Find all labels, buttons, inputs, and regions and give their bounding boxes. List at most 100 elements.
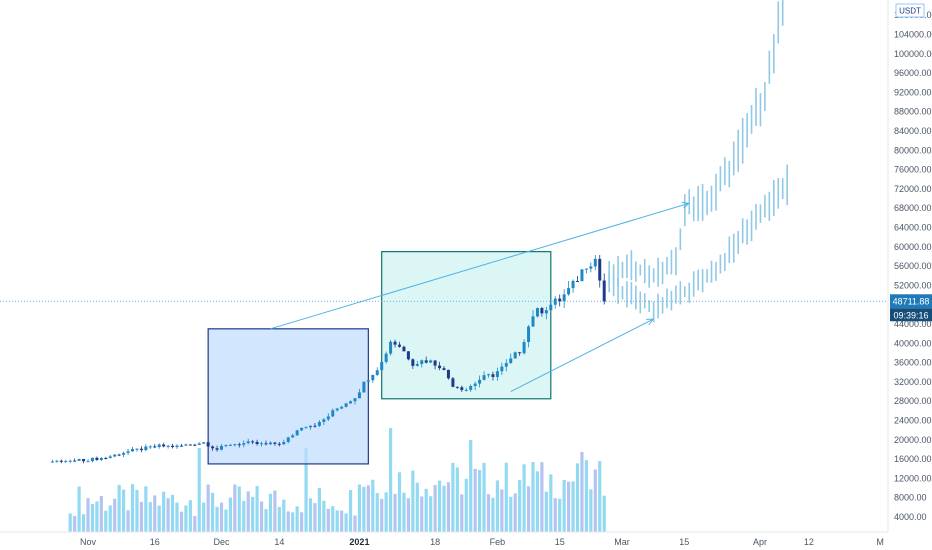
candle-body [375, 370, 379, 375]
volume-bar [81, 514, 86, 532]
candle-body [349, 401, 353, 404]
y-tick-label: 52000.00 [894, 280, 932, 290]
candle-body [59, 460, 63, 462]
candle-body [415, 363, 419, 366]
price-axis[interactable]: 4000.00 8000.00 12000.00 16000.00 20000.00 24… [887, 0, 932, 532]
x-tick-label: 14 [274, 537, 284, 547]
candle-body [451, 378, 455, 387]
candle-body [77, 458, 81, 461]
volume-bar [406, 498, 410, 532]
current-price-value: 48711.88 [893, 296, 930, 306]
volume-bar [135, 489, 139, 532]
lower-trend-arrow[interactable] [510, 318, 654, 392]
countdown-value: 09:39:16 [893, 310, 928, 320]
candle-body [277, 443, 281, 445]
volume-bar [482, 462, 486, 532]
candle-body [531, 316, 535, 327]
candle-body [295, 430, 299, 436]
candle-body [384, 353, 388, 362]
volume-bar [500, 489, 504, 532]
candle-body [438, 365, 442, 369]
range-boxes[interactable] [207, 251, 552, 465]
volume-bar [469, 440, 473, 532]
candle-body [179, 445, 183, 447]
range-box-2[interactable] [381, 251, 552, 400]
candle-body [460, 387, 464, 390]
y-tick-label: 20000.00 [894, 435, 932, 445]
y-tick-label: 36000.00 [894, 358, 932, 368]
candle-body [300, 427, 304, 431]
time-axis[interactable]: Nov 16 Dec 14 2021 18 Feb 15 Mar 15 Apr 12 M [0, 531, 888, 547]
candle-body [126, 451, 130, 453]
candle-body [220, 445, 223, 450]
candle-body [246, 441, 250, 444]
volume-bar [602, 495, 606, 532]
volume-bar [540, 462, 544, 532]
candle-body [464, 389, 468, 391]
x-tick-label: 18 [430, 537, 440, 547]
x-tick-label: Feb [490, 537, 506, 547]
candle-body [304, 427, 308, 429]
upper-trend-arrow[interactable] [270, 202, 689, 330]
candle-body [362, 381, 366, 393]
volume-bar [286, 511, 290, 532]
candle-body [518, 352, 522, 354]
y-tick-label: 12000.00 [894, 473, 932, 483]
volume-bar [242, 500, 246, 532]
volume-bar [331, 506, 335, 532]
volume-bar [113, 498, 117, 532]
candle-body [509, 358, 513, 364]
x-tick-label: 15 [679, 537, 689, 547]
volume-bar [233, 484, 237, 532]
candle-body [55, 460, 59, 462]
candle-body [491, 374, 495, 377]
y-tick-label: 44000.00 [894, 319, 932, 329]
candle-body [255, 441, 259, 445]
volume-bar [68, 513, 72, 532]
volume-bar [371, 479, 375, 532]
candle-body [402, 346, 406, 352]
candle-body [242, 443, 246, 445]
candle-body [598, 258, 602, 281]
volume-bar [322, 500, 326, 532]
volume-bar [424, 488, 428, 532]
volume-bar [411, 470, 415, 532]
volume-bar [130, 484, 135, 532]
candle-body [202, 442, 206, 444]
volume-bar [259, 501, 264, 532]
range-box-1[interactable] [207, 328, 369, 465]
volume-bar [148, 502, 152, 532]
volume-bar [348, 490, 353, 532]
unit-label-box[interactable] [895, 3, 925, 18]
candle-body [562, 294, 566, 302]
candle-body [366, 380, 370, 382]
candle-body [268, 442, 272, 445]
trend-arrows[interactable] [270, 201, 690, 392]
candle-body [335, 408, 339, 411]
candle-body [108, 456, 112, 459]
volume-bar [335, 510, 339, 532]
candle-body [148, 446, 152, 448]
candle-body [144, 446, 148, 451]
candle-body [73, 460, 77, 462]
volume-bar [366, 485, 370, 532]
volume-bar [575, 463, 580, 532]
volume-bar [108, 505, 112, 532]
y-tick-label: 8000.00 [894, 493, 927, 503]
candle-body [473, 383, 477, 387]
candle-body [446, 369, 450, 379]
candle-body [131, 449, 134, 452]
y-tick-label: 28000.00 [894, 396, 932, 406]
candle-body [322, 419, 326, 422]
volume-bar [144, 486, 148, 532]
candle-body [442, 368, 446, 370]
candle-body [580, 269, 584, 282]
candle-body [228, 444, 232, 446]
volume-bar [193, 515, 197, 532]
volume-bar [211, 492, 215, 532]
candle-body [68, 460, 72, 462]
candle-body [224, 445, 228, 447]
candle-body [393, 341, 397, 345]
lower-trend-arrow-head [646, 318, 655, 326]
